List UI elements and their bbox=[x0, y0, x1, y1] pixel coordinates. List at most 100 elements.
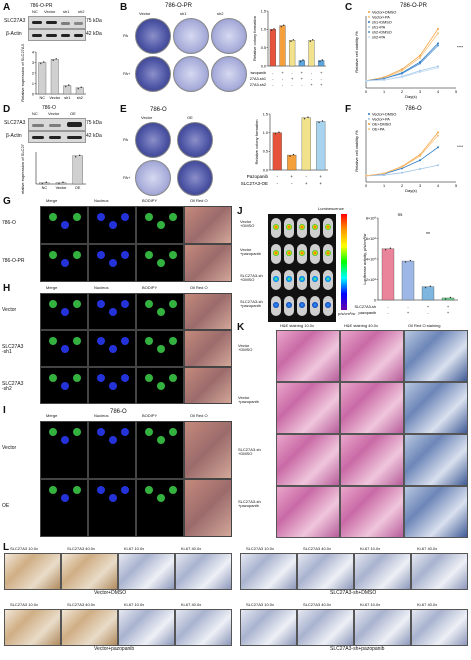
mouse-image bbox=[310, 218, 320, 238]
series-point bbox=[437, 44, 439, 47]
data-point bbox=[68, 84, 70, 86]
data-point bbox=[58, 183, 60, 185]
condition-sign: - bbox=[277, 181, 279, 186]
x-axis-label: Day(s) bbox=[405, 188, 417, 193]
nucleus-image bbox=[88, 421, 136, 479]
legend-entry: Vector+PA bbox=[372, 117, 390, 121]
merge-image bbox=[40, 421, 88, 479]
y-tick-label: 1 bbox=[32, 82, 34, 86]
band-kda-d2: 42 kDa bbox=[86, 133, 102, 139]
data-point bbox=[292, 39, 295, 41]
tissue-grid-k: H&E staining 10.0x H&E staining 40.0x Oil … bbox=[238, 322, 470, 540]
colorbar-unit: p/s/cm²/sr bbox=[338, 311, 356, 316]
slc27a3-ihc-image bbox=[297, 553, 354, 590]
mouse-image bbox=[271, 244, 281, 264]
row-label: Vector bbox=[2, 306, 17, 313]
colony-grid-e: Vector OE PA PA+ bbox=[123, 116, 215, 196]
row-label: SLC27A3-sh +DMSO bbox=[238, 447, 261, 456]
merge-image bbox=[40, 293, 88, 330]
series-point bbox=[419, 62, 421, 65]
blot-slc27a3-d bbox=[28, 118, 86, 131]
column-header: Nucleus bbox=[94, 413, 109, 418]
bar bbox=[298, 60, 305, 67]
he-40x-image bbox=[340, 434, 404, 486]
slc27a3-ihc-image bbox=[61, 553, 118, 590]
data-point bbox=[80, 86, 82, 88]
condition-sign: - bbox=[291, 70, 293, 75]
y-axis-label: Relative colony formation bbox=[254, 120, 259, 165]
merge-image bbox=[40, 479, 88, 537]
data-point bbox=[270, 29, 273, 32]
nucleus-image bbox=[88, 367, 136, 404]
y-tick-label: 2×10⁸ bbox=[366, 278, 377, 282]
panel-f-title: 786-O bbox=[405, 106, 422, 112]
data-point bbox=[280, 25, 283, 28]
mouse-image bbox=[310, 296, 320, 316]
condition-sign: - bbox=[282, 82, 284, 87]
row-label: OE bbox=[2, 503, 10, 509]
data-point bbox=[319, 60, 321, 63]
panel-label-i: I bbox=[3, 405, 6, 416]
data-point bbox=[404, 261, 407, 263]
luminescence-colorbar bbox=[341, 214, 347, 310]
data-point bbox=[78, 154, 81, 157]
mouse-image bbox=[284, 244, 294, 264]
column-header: SLC27A3 40.0x bbox=[67, 546, 96, 551]
legend-marker bbox=[368, 123, 370, 125]
slc27a3-ihc-image bbox=[4, 553, 61, 590]
data-point bbox=[289, 155, 291, 157]
data-point bbox=[318, 121, 320, 124]
bar bbox=[287, 154, 297, 171]
condition-label: SLC27A3-sh1 bbox=[250, 77, 266, 81]
column-header: SLC27A3 10.0x bbox=[246, 602, 275, 607]
colony-dish bbox=[173, 56, 209, 92]
y-tick-label: 3 bbox=[32, 61, 34, 65]
column-header: SLC27A3 40.0x bbox=[303, 602, 332, 607]
bar bbox=[39, 182, 50, 185]
mouse-image bbox=[323, 270, 333, 290]
series-point bbox=[401, 72, 403, 75]
legend-marker bbox=[368, 21, 370, 23]
mouse-image bbox=[297, 244, 307, 264]
oil-red-o-image bbox=[184, 367, 232, 404]
panel-i-title: 786-O bbox=[110, 409, 127, 415]
ki67-ihc-image bbox=[354, 553, 411, 590]
group-caption: SLC27A3-sh+DMSO bbox=[330, 590, 377, 596]
condition-sign: + bbox=[290, 174, 293, 179]
legend-entry: sh1+PA bbox=[372, 25, 386, 29]
condition-sign: - bbox=[311, 70, 313, 75]
oil-red-o-tissue-image bbox=[404, 330, 468, 382]
condition-sign: - bbox=[407, 304, 409, 309]
data-point bbox=[43, 61, 45, 63]
panel-label-d: D bbox=[3, 104, 11, 115]
legend-marker bbox=[368, 118, 370, 120]
data-point bbox=[45, 181, 48, 183]
data-point bbox=[282, 24, 285, 26]
condition-sign: - bbox=[277, 174, 279, 179]
line-chart-c: 0 1 2 3 4 5 Vector+DMSOVector+PAsh1+DMSOsh1+PA… bbox=[354, 10, 464, 99]
series-point bbox=[437, 66, 439, 69]
nucleus-image bbox=[88, 330, 136, 367]
he-10x-image bbox=[276, 434, 340, 486]
mouse-image bbox=[310, 270, 320, 290]
y-tick-label: 0.0 bbox=[261, 64, 266, 68]
series-point bbox=[419, 71, 421, 74]
series-point bbox=[383, 77, 385, 80]
condition-sign: - bbox=[272, 82, 274, 87]
colony-grid-b: Vector sh1 sh2 PA PA+ bbox=[123, 12, 247, 92]
series-point bbox=[365, 174, 367, 177]
he-10x-image bbox=[276, 486, 340, 538]
panel-label-e: E bbox=[120, 104, 127, 115]
y-tick-label: 0 bbox=[32, 92, 34, 96]
column-header: Ki-67 10.0x bbox=[124, 546, 145, 551]
bar bbox=[381, 248, 395, 301]
bar bbox=[63, 85, 72, 95]
series-line bbox=[365, 146, 439, 177]
condition-sign: - bbox=[306, 174, 308, 179]
mouse-image bbox=[323, 296, 333, 316]
column-header: SLC27A3 10.0x bbox=[10, 602, 39, 607]
condition-label: SLC27A3-sh bbox=[354, 305, 376, 309]
y-axis-label: Relative cell viability /% bbox=[354, 130, 359, 172]
bar-chart-b: 0.0 0.5 1.0 1.5 Relative colony formation Paz… bbox=[250, 9, 326, 87]
series-point bbox=[437, 65, 439, 68]
